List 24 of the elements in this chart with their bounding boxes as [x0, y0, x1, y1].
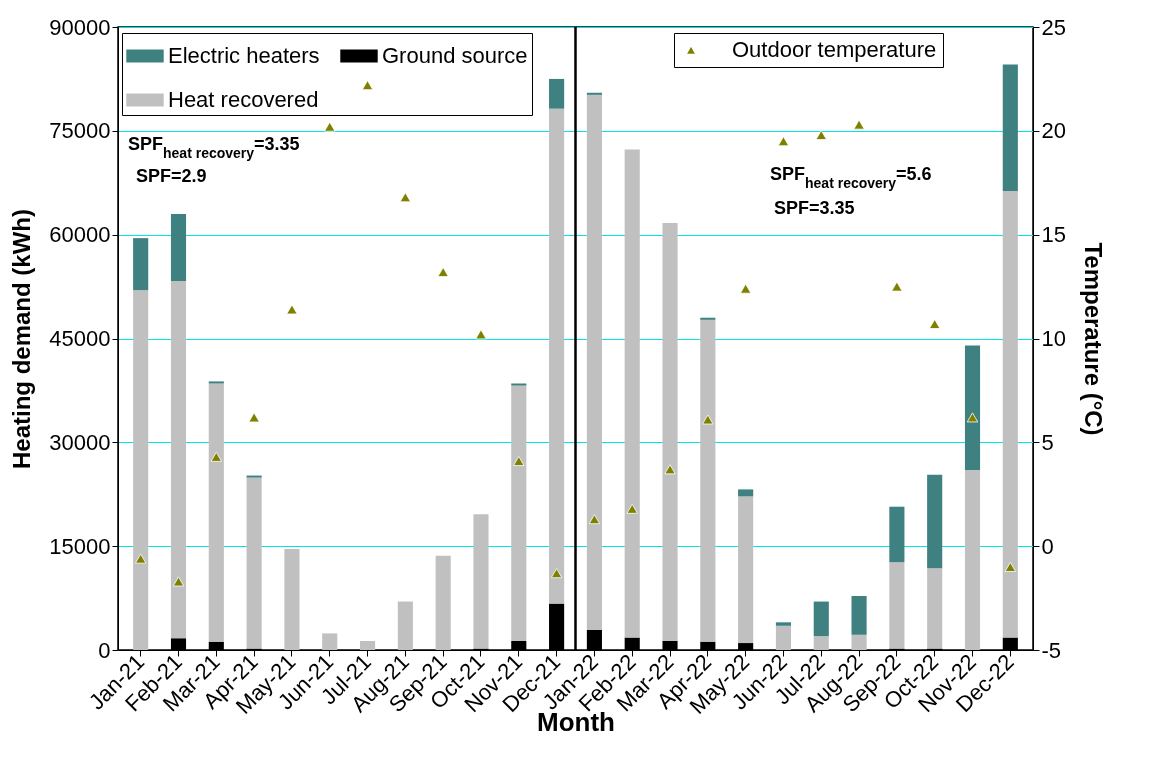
y2-axis-title: Temperature (°C): [1079, 242, 1107, 436]
y2-tick-label: 10: [1041, 326, 1066, 351]
legend-label: Ground source: [382, 43, 528, 68]
y2-tick-label: 15: [1041, 222, 1066, 248]
y2-tick-label: 20: [1041, 118, 1066, 144]
y2-tick-label: 5: [1041, 429, 1054, 455]
annotation: SPF$_{heat recovery}$=5.6: [770, 164, 932, 191]
annotation: SPF=3.35: [774, 198, 855, 218]
y2-tick-label: 25: [1041, 14, 1066, 40]
legend-label: Heat recovered: [168, 87, 319, 112]
y-tick-label: 0: [98, 637, 111, 663]
y-tick-label: 75000: [49, 118, 111, 144]
annotation: SPF=2.9: [136, 166, 207, 186]
legend-label: Electric heaters: [168, 43, 320, 68]
legend-label: Outdoor temperature: [732, 37, 937, 62]
y-tick-label: 60000: [49, 222, 111, 248]
y-tick-label: 30000: [49, 429, 111, 455]
y-axis-title: Heating demand (kWh): [8, 208, 36, 470]
y-tick-label: 15000: [49, 533, 111, 559]
y-tick-label: 45000: [49, 326, 111, 351]
annotation: SPF$_{heat recovery}$=3.35: [128, 134, 300, 161]
y2-tick-label: 0: [1041, 533, 1054, 559]
y-tick-label: 90000: [49, 14, 111, 40]
y2-tick-label: -5: [1041, 637, 1062, 663]
